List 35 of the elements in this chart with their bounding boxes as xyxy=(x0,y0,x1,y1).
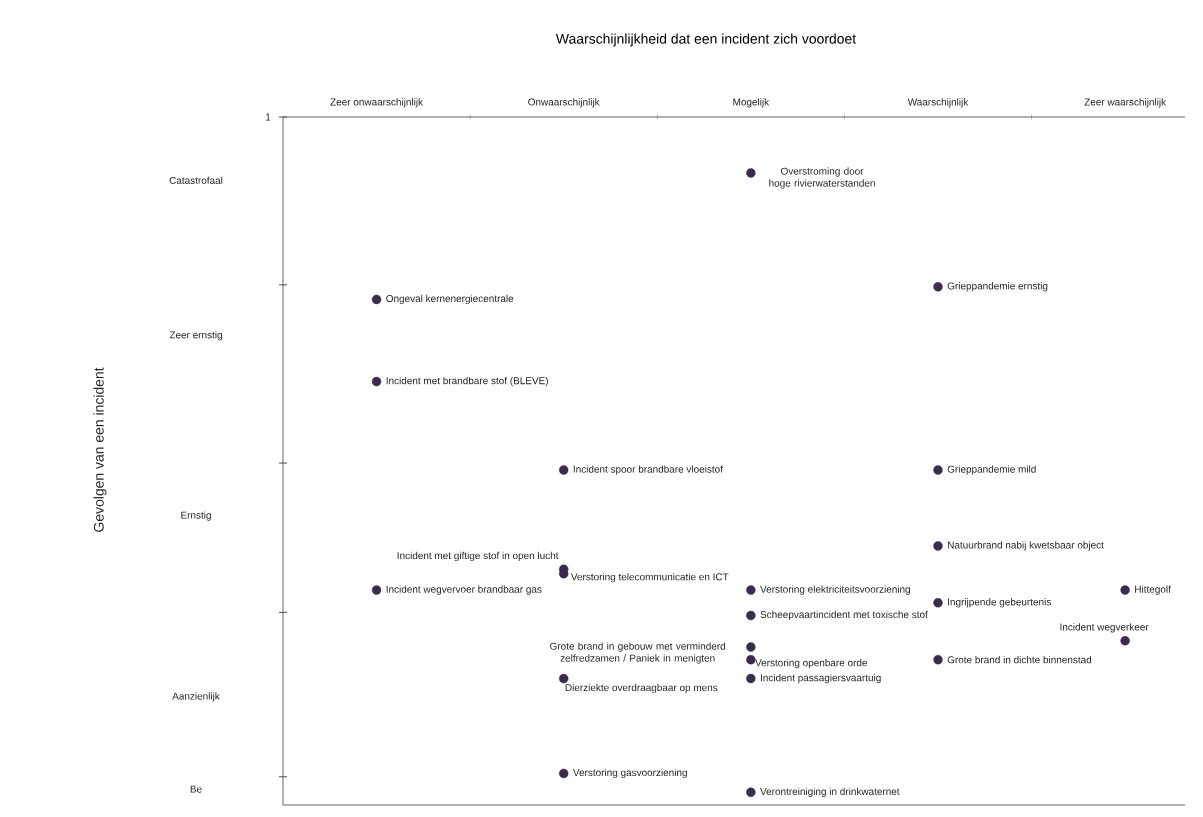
annotation: Incident met giftige stof in open lucht xyxy=(397,551,559,562)
annotation: Overstroming door hoge rivierwaterstanden xyxy=(769,167,875,189)
text: Gevolgen van een incident xyxy=(93,367,107,532)
annotation: Ingrijpende gebeurtenis xyxy=(948,598,1051,608)
annotation: Ongeval kernenergiecentrale xyxy=(386,294,514,305)
text: 1 xyxy=(266,113,271,121)
annotation: Grote brand in gebouw met verminderd zelfredzamen / Paniek in menigten xyxy=(550,642,726,664)
annotation: Incident wegvervoer brandbaar gas xyxy=(386,585,542,595)
x-tick-label: Zeer onwaarschijnlijk xyxy=(330,98,424,108)
annotation: Incident passagiersvaartuig xyxy=(760,673,881,684)
text: Aanzienlijk xyxy=(172,692,220,702)
annotation: Verstoring openbare orde xyxy=(755,659,868,669)
annotation: Incident met brandbare stof (BLEVE) xyxy=(386,376,548,387)
annotation: Incident wegverkeer xyxy=(1060,623,1149,633)
text: Ernstig xyxy=(181,511,211,521)
x-axis-title: Waarschijnlijkheid dat een incident zich voordoet xyxy=(555,33,857,47)
annotation: Verstoring gasvoorziening xyxy=(572,768,687,779)
annotation: Verontreiniging in drinkwaternet xyxy=(760,787,900,797)
annotation: Scheepvaartincident met toxische stof xyxy=(760,610,928,621)
annotation: Grieppandemie mild xyxy=(947,465,1036,475)
x-tick-label: Mogelijk xyxy=(733,98,770,108)
annotation: Incident spoor brandbare vloeistof xyxy=(573,465,723,475)
text: Zeer ernstig xyxy=(169,331,222,341)
text: Be xyxy=(190,785,202,793)
annotation: Grieppandemie ernstig xyxy=(947,282,1048,292)
annotation: Dierziekte overdraagbaar op mens xyxy=(565,683,718,694)
x-tick-label: Zeer waarschijnlijk xyxy=(1084,98,1167,108)
annotation: Verstoring telecommunicatie en ICT xyxy=(570,573,729,583)
annotation: Hittegolf xyxy=(1135,585,1171,595)
annotation: Verstoring elektriciteitsvoorziening xyxy=(760,585,910,595)
x-tick-label: Onwaarschijnlijk xyxy=(528,98,600,108)
annotation: Natuurbrand nabij kwetsbaar object xyxy=(948,541,1104,551)
annotation: Grote brand in dichte binnenstad xyxy=(947,655,1092,664)
x-tick-label: Waarschijnlijk xyxy=(907,98,969,108)
text: Catastrofaal xyxy=(169,176,223,184)
